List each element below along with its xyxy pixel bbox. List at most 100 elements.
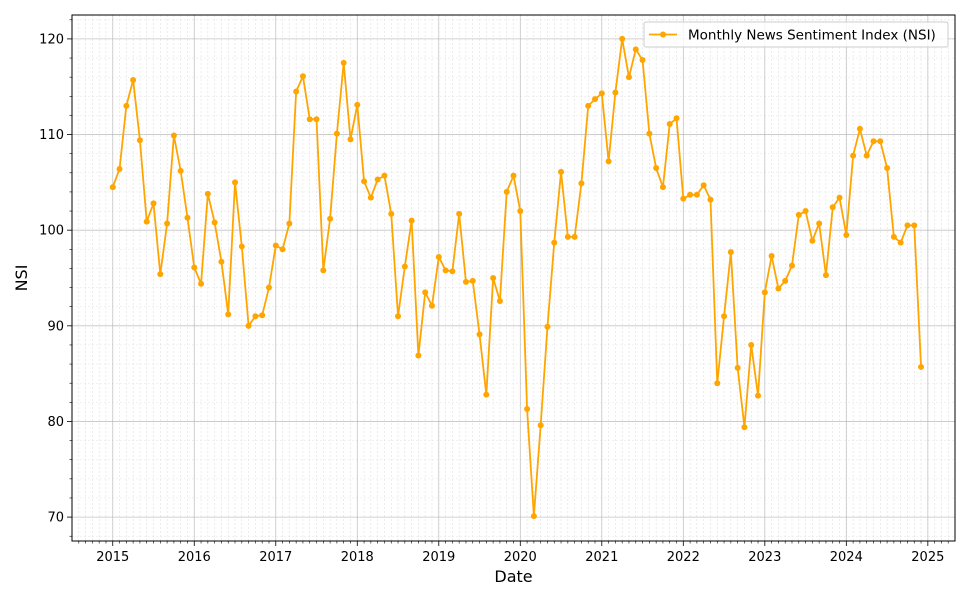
data-point	[361, 178, 368, 185]
data-point	[259, 312, 266, 319]
data-point	[795, 211, 802, 218]
data-point	[211, 219, 218, 226]
data-point	[109, 184, 116, 191]
data-point	[490, 275, 497, 281]
data-point	[299, 73, 306, 80]
data-point	[721, 313, 728, 320]
data-point	[136, 137, 143, 144]
data-point	[856, 125, 863, 132]
x-tick-label: 2021	[585, 550, 618, 565]
data-point	[693, 191, 700, 198]
y-axis-title: NSI	[12, 265, 31, 292]
data-point	[116, 165, 123, 172]
data-point	[340, 59, 347, 66]
data-point	[524, 406, 531, 413]
data-point	[707, 196, 714, 203]
y-axis-ticks: 70 80 90 100 110 120	[39, 19, 72, 537]
data-point	[435, 253, 442, 260]
data-point	[395, 313, 402, 320]
x-tick-label: 2018	[341, 550, 374, 565]
data-point	[748, 341, 755, 348]
x-axis-title: Date	[494, 567, 532, 586]
data-point	[884, 165, 891, 172]
data-point	[503, 188, 510, 195]
data-point	[687, 191, 694, 198]
x-tick-label: 2017	[259, 550, 292, 565]
data-point	[564, 233, 571, 240]
data-point	[911, 222, 918, 229]
data-point	[123, 102, 130, 109]
data-point	[374, 176, 381, 183]
data-point	[232, 179, 239, 186]
data-point	[245, 322, 252, 329]
data-point	[646, 130, 653, 137]
data-point	[279, 246, 286, 253]
data-point	[428, 302, 435, 309]
data-point	[782, 277, 789, 284]
x-tick-label: 2022	[667, 550, 700, 565]
data-point	[150, 200, 157, 207]
data-point	[449, 268, 456, 275]
data-point	[469, 277, 476, 284]
data-point	[598, 90, 605, 97]
data-point	[401, 263, 408, 270]
data-point	[462, 278, 469, 285]
data-point	[456, 210, 463, 217]
data-point	[510, 172, 517, 179]
data-point	[727, 249, 734, 256]
data-point	[809, 237, 816, 244]
data-point	[816, 220, 823, 227]
data-point	[544, 323, 551, 330]
y-tick-label: 110	[39, 128, 64, 143]
data-point	[734, 364, 741, 371]
data-point	[143, 218, 150, 225]
data-point	[476, 331, 483, 338]
data-point	[272, 242, 279, 249]
data-point	[605, 158, 612, 165]
data-point	[517, 208, 524, 215]
x-tick-label: 2024	[830, 550, 863, 565]
x-tick-label: 2015	[96, 550, 129, 565]
data-point	[578, 180, 585, 187]
x-tick-label: 2025	[911, 550, 944, 565]
data-point	[313, 116, 320, 123]
data-point	[367, 194, 374, 201]
data-point	[918, 363, 925, 370]
data-point	[238, 243, 245, 250]
data-point	[639, 56, 646, 63]
y-tick-label: 80	[47, 415, 64, 430]
data-point	[741, 424, 748, 431]
data-point	[381, 172, 388, 179]
data-point	[327, 215, 334, 222]
data-point	[265, 284, 272, 291]
data-point	[571, 233, 578, 240]
data-point	[157, 271, 164, 278]
data-point	[177, 167, 184, 174]
data-point	[585, 102, 592, 109]
legend: Monthly News Sentiment Index (NSI)	[643, 21, 949, 48]
data-point	[551, 239, 558, 246]
data-point	[863, 152, 870, 159]
data-point	[293, 88, 300, 95]
legend-marker-swatch	[660, 31, 666, 38]
data-point	[870, 138, 877, 145]
data-point	[632, 46, 639, 53]
y-tick-label: 70	[47, 511, 64, 526]
data-point	[204, 190, 211, 197]
data-point	[877, 138, 884, 145]
data-point	[700, 182, 707, 189]
x-tick-label: 2019	[422, 550, 455, 565]
data-point	[829, 204, 836, 211]
data-point	[612, 89, 619, 96]
data-point	[788, 262, 795, 269]
data-point	[184, 214, 191, 221]
data-point	[619, 35, 626, 42]
data-point	[496, 297, 503, 304]
data-point	[530, 513, 537, 520]
data-point	[164, 220, 171, 227]
data-point	[666, 121, 673, 128]
x-tick-label: 2023	[748, 550, 781, 565]
data-point	[130, 77, 137, 84]
data-point	[802, 208, 809, 215]
